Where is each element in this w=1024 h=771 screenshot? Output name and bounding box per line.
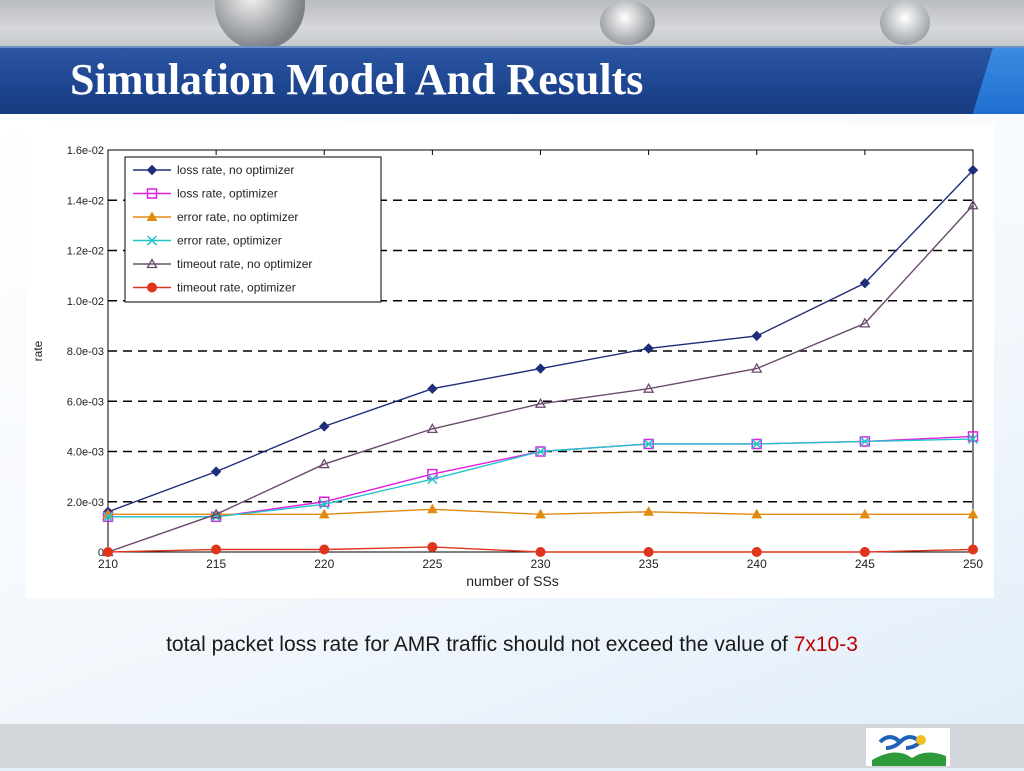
x-tick-label: 210 (98, 557, 118, 571)
data-point-series-6 (643, 547, 654, 557)
y-tick-label: 0 (98, 547, 104, 559)
data-point-series-2 (319, 496, 330, 507)
decor-droplet (600, 0, 655, 45)
y-tick-label: 1.2e-02 (67, 246, 104, 258)
data-point-series-4 (102, 511, 114, 522)
data-point-series-5 (426, 423, 438, 434)
legend-marker (146, 235, 158, 246)
chart-panel: 0 2.0e-03 4.0e-03 6.0e-03 8.0e-03 1.0e-02 1.2e… (26, 124, 994, 598)
data-point-series-6 (103, 547, 113, 557)
data-point-series-1 (643, 343, 654, 354)
data-point-series-4 (319, 499, 330, 510)
data-point-series-1 (427, 383, 438, 394)
data-point-series-1 (210, 466, 222, 477)
footer-band (0, 724, 1024, 768)
slide-title: Simulation Model And Results (70, 55, 644, 104)
y-tick-label: 8.0e-03 (67, 346, 104, 358)
x-tick-label: 240 (747, 557, 767, 571)
y-tick-label: 2.0e-03 (67, 497, 104, 509)
legend-label: error rate, optimizer (177, 234, 282, 248)
legend-label: timeout rate, no optimizer (177, 257, 312, 271)
company-logo (866, 728, 950, 766)
data-point-series-6 (427, 541, 438, 552)
data-point-series-1 (751, 330, 762, 342)
data-point-series-3 (967, 508, 979, 519)
legend-marker (147, 282, 157, 293)
caption-text: total packet loss rate for AMR traffic s… (166, 633, 794, 656)
x-tick-label: 235 (639, 557, 659, 571)
data-point-series-6 (535, 547, 546, 557)
x-tick-label: 215 (206, 557, 226, 571)
data-point-series-1 (859, 277, 871, 289)
legend-label: loss rate, optimizer (177, 187, 278, 201)
legend-marker (146, 211, 158, 221)
data-point-series-4 (859, 436, 870, 447)
x-tick-label: 250 (963, 557, 983, 571)
data-point-series-3 (643, 506, 654, 516)
data-point-series-3 (427, 503, 438, 514)
data-point-series-4 (427, 474, 438, 485)
data-point-series-5 (318, 458, 330, 469)
legend-box (124, 156, 382, 303)
data-point-series-6 (859, 547, 870, 557)
data-point-series-5 (967, 199, 979, 210)
decor-droplet (215, 0, 305, 48)
x-tick-label: 225 (422, 557, 442, 571)
legend-label: error rate, no optimizer (177, 210, 298, 224)
data-point-series-2 (967, 431, 979, 442)
data-point-series-5 (859, 317, 871, 328)
legend-marker (146, 188, 158, 199)
slide-caption: total packet loss rate for AMR traffic s… (0, 633, 1024, 657)
x-tick-label: 245 (855, 557, 875, 571)
data-point-series-6 (211, 544, 222, 555)
caption-highlight-value: 7x10-3 (793, 633, 858, 656)
data-point-series-4 (535, 446, 546, 457)
y-axis-label: rate (31, 340, 45, 361)
title-bar (0, 46, 1024, 116)
data-point-series-6 (968, 544, 978, 555)
y-tick-label: 4.0e-03 (67, 447, 104, 459)
data-point-series-3 (859, 508, 871, 519)
data-point-series-6 (319, 544, 330, 555)
x-tick-label: 230 (530, 557, 550, 571)
data-point-series-3 (318, 508, 330, 519)
series-line-5 (107, 204, 974, 553)
legend-marker (146, 258, 158, 269)
decor-droplet (880, 0, 930, 45)
data-point-series-5 (210, 508, 222, 519)
y-tick-label: 6.0e-03 (67, 396, 104, 408)
data-point-series-4 (643, 438, 654, 449)
data-point-series-1 (319, 421, 330, 432)
data-point-series-4 (967, 433, 979, 444)
y-tick-label: 1.0e-02 (67, 296, 104, 308)
header-decoration (0, 0, 1024, 48)
data-point-series-1 (967, 164, 979, 176)
y-tick-label: 1.6e-02 (67, 145, 104, 157)
x-tick-label: 220 (314, 557, 334, 571)
data-point-series-5 (751, 362, 763, 373)
x-axis-label: number of SSs (466, 573, 559, 589)
y-tick-label: 1.4e-02 (67, 195, 104, 207)
legend-marker (146, 164, 158, 176)
title-bar-accent (972, 48, 1024, 116)
data-point-series-3 (751, 508, 763, 519)
data-point-series-5 (534, 397, 547, 408)
data-point-series-4 (751, 438, 762, 449)
legend-label: timeout rate, optimizer (177, 281, 296, 295)
data-point-series-1 (535, 363, 546, 374)
line-chart: 0 2.0e-03 4.0e-03 6.0e-03 8.0e-03 1.0e-02 1.2e… (31, 145, 983, 589)
data-point-series-3 (535, 508, 546, 519)
data-point-series-5 (643, 382, 655, 393)
logo-graphic (872, 735, 946, 766)
data-point-series-6 (751, 547, 762, 557)
legend-label: loss rate, no optimizer (177, 163, 294, 177)
